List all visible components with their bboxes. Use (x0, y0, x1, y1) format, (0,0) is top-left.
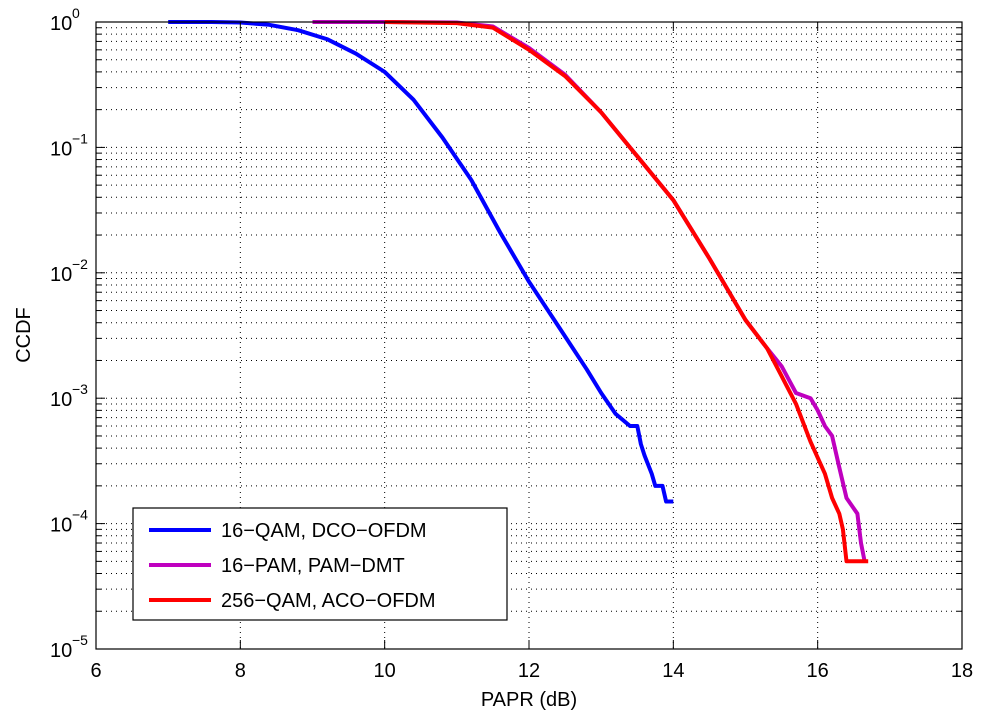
y-tick-exponent: −4 (72, 507, 88, 523)
x-tick-label: 16 (807, 660, 829, 682)
y-tick-exponent: −1 (72, 130, 88, 146)
y-tick-label: 10 −5 (50, 632, 88, 662)
x-tick-labels: 6 8 10 12 14 16 18 (90, 660, 973, 682)
y-tick-label: 10 0 (50, 5, 80, 35)
y-tick-label: 10 −3 (50, 381, 88, 411)
y-tick-base: 10 (50, 640, 72, 662)
x-tick-label: 8 (235, 660, 246, 682)
y-tick-base: 10 (50, 515, 72, 537)
legend-label: 16−QAM, DCO−OFDM (221, 520, 427, 542)
series-line-3 (384, 20, 869, 564)
y-tick-label: 10 −4 (50, 507, 88, 537)
x-tick-label: 12 (518, 660, 540, 682)
y-tick-base: 10 (50, 13, 72, 35)
y-tick-exponent: −2 (72, 256, 88, 272)
legend-item-1: 16−QAM, DCO−OFDM (149, 520, 427, 542)
y-tick-exponent: −3 (72, 381, 88, 397)
legend-label: 256−QAM, ACO−OFDM (221, 590, 436, 612)
y-tick-label: 10 −2 (50, 256, 88, 286)
y-tick-exponent: 0 (72, 5, 80, 21)
legend-item-2: 16−PAM, PAM−DMT (149, 555, 405, 577)
y-tick-base: 10 (50, 138, 72, 160)
x-axis-label: PAPR (dB) (481, 689, 577, 711)
y-tick-base: 10 (50, 389, 72, 411)
x-tick-label: 6 (90, 660, 101, 682)
legend-item-3: 256−QAM, ACO−OFDM (149, 590, 436, 612)
legend: 16−QAM, DCO−OFDM 16−PAM, PAM−DMT 256−QAM, … (132, 507, 508, 621)
x-tick-label: 14 (662, 660, 684, 682)
series-line-1 (168, 20, 674, 504)
legend-label: 16−PAM, PAM−DMT (221, 555, 405, 577)
y-axis-label: CCDF (13, 307, 35, 363)
plot-frame (95, 21, 963, 650)
x-tick-label: 10 (374, 660, 396, 682)
data-series (168, 20, 869, 564)
y-tick-base: 10 (50, 264, 72, 286)
y-tick-exponent: −5 (72, 632, 88, 648)
x-tick-label: 18 (951, 660, 973, 682)
y-tick-label: 10 −1 (50, 130, 88, 160)
